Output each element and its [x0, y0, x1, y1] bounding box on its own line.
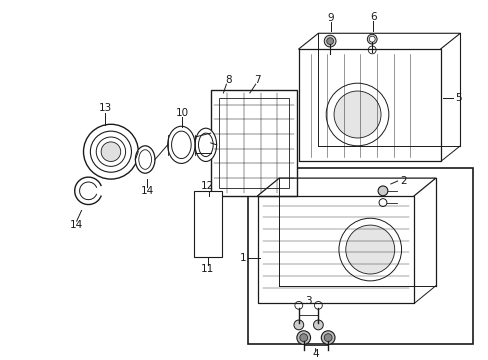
Ellipse shape — [195, 128, 216, 162]
Circle shape — [333, 91, 380, 138]
Circle shape — [96, 137, 125, 166]
Text: 5: 5 — [454, 93, 461, 103]
Circle shape — [377, 186, 387, 196]
Ellipse shape — [171, 131, 191, 158]
Ellipse shape — [139, 150, 151, 169]
Bar — [247, 168, 472, 345]
Circle shape — [368, 36, 374, 42]
Text: 10: 10 — [175, 108, 188, 118]
Circle shape — [325, 83, 388, 146]
Circle shape — [324, 35, 335, 47]
Text: 8: 8 — [224, 75, 231, 85]
Circle shape — [293, 320, 303, 330]
Ellipse shape — [198, 133, 213, 157]
Ellipse shape — [135, 146, 155, 173]
Text: 11: 11 — [201, 264, 214, 274]
Text: 2: 2 — [400, 176, 407, 186]
Bar — [218, 98, 288, 188]
Text: 4: 4 — [311, 349, 318, 359]
Circle shape — [294, 301, 302, 309]
Text: 6: 6 — [369, 12, 376, 22]
Circle shape — [367, 46, 375, 54]
Circle shape — [314, 301, 322, 309]
Circle shape — [313, 320, 323, 330]
Circle shape — [101, 142, 121, 162]
Circle shape — [324, 334, 331, 342]
Text: 13: 13 — [98, 103, 111, 113]
Text: 1: 1 — [239, 253, 245, 264]
Ellipse shape — [167, 126, 195, 163]
Circle shape — [345, 225, 394, 274]
Circle shape — [321, 331, 334, 345]
Text: 3: 3 — [305, 296, 311, 306]
Circle shape — [326, 38, 333, 45]
Circle shape — [83, 124, 138, 179]
Circle shape — [299, 334, 307, 342]
Circle shape — [338, 218, 401, 281]
Circle shape — [296, 331, 310, 345]
Circle shape — [378, 199, 386, 207]
Text: 7: 7 — [254, 75, 261, 85]
Bar — [210, 90, 296, 196]
Text: 14: 14 — [70, 220, 83, 230]
Circle shape — [90, 131, 131, 172]
Text: 9: 9 — [327, 13, 334, 23]
Circle shape — [366, 34, 376, 44]
Text: 14: 14 — [140, 186, 153, 196]
Text: 12: 12 — [201, 181, 214, 191]
Bar — [194, 191, 221, 257]
